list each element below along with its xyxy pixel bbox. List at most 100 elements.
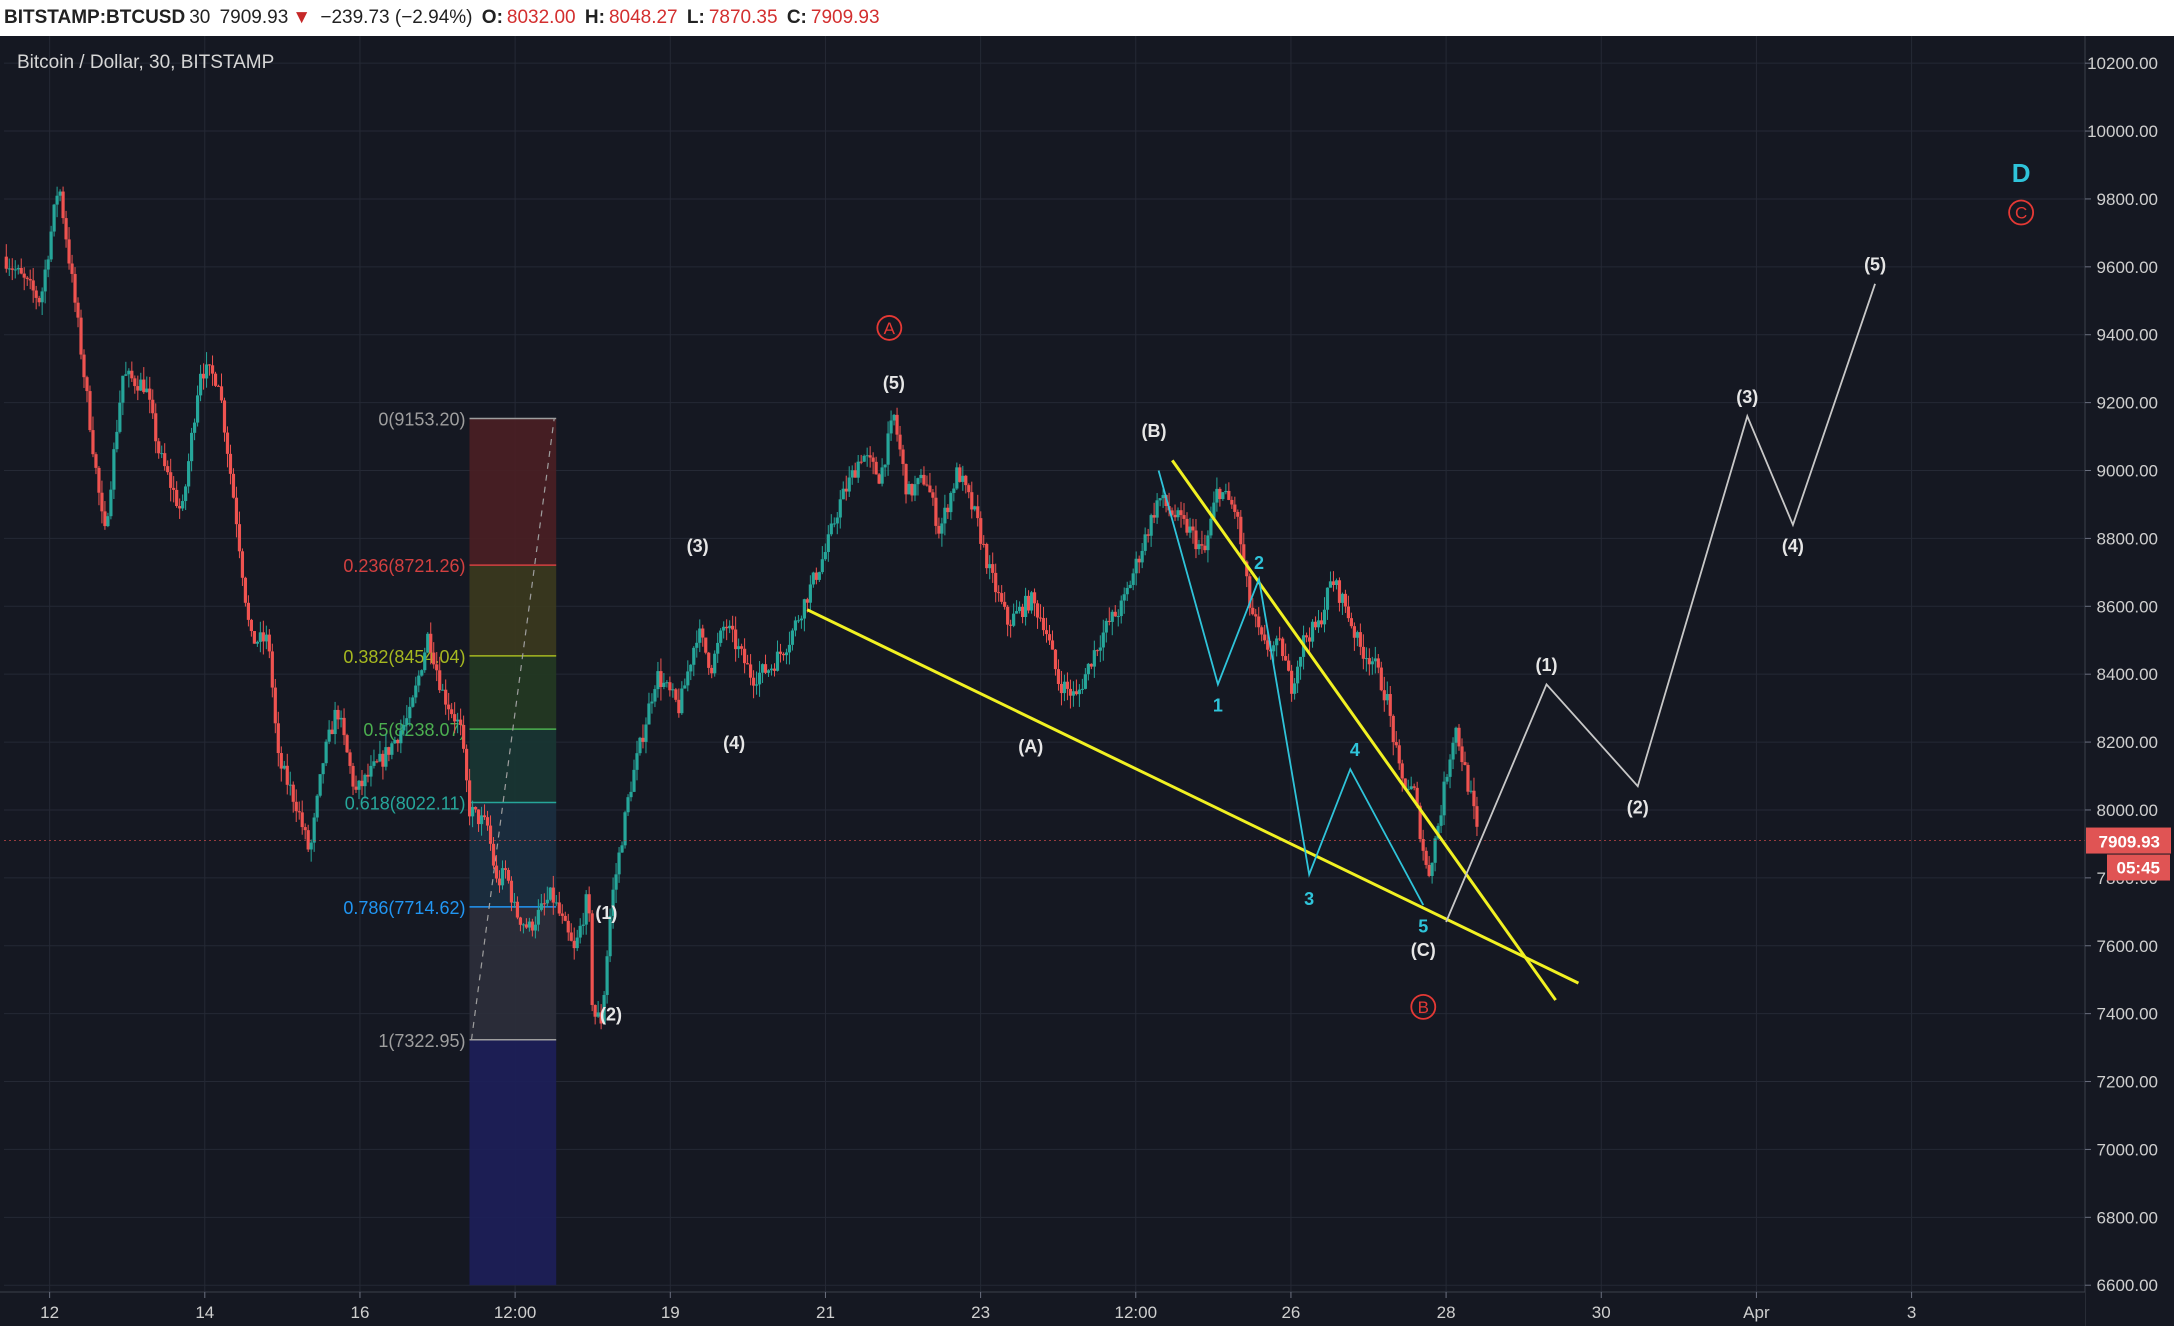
candle-body (396, 739, 400, 744)
candle-body (581, 924, 585, 926)
candle-body (67, 239, 71, 264)
circled-label-ring (2008, 199, 2035, 226)
candle-body (1457, 727, 1461, 747)
candle-body (674, 689, 678, 700)
candle-body (623, 812, 627, 846)
candle-body (1242, 544, 1246, 562)
low-label: L: (686, 7, 705, 28)
drawings[interactable] (806, 283, 1876, 1001)
candle-body (1373, 658, 1377, 662)
candle-body (662, 682, 666, 688)
candle-body (16, 267, 20, 270)
candle-body (862, 455, 866, 462)
trend-line[interactable] (806, 608, 1580, 985)
candle-body (1334, 580, 1339, 586)
candle-body (946, 507, 950, 513)
y-tick-label: 6800.00 (2097, 1208, 2158, 1227)
candle-body (889, 420, 893, 434)
candle-body (698, 628, 702, 643)
cyan-wave-line[interactable] (1157, 470, 1425, 906)
candle-body (112, 449, 116, 490)
candle-body (931, 492, 935, 498)
candle-body (1337, 580, 1342, 603)
candle-body (1176, 510, 1180, 518)
trend-line[interactable] (1171, 459, 1557, 1001)
candle-body (844, 488, 848, 492)
candle-body (228, 453, 233, 474)
candle-body (958, 467, 962, 482)
candle-body (1012, 613, 1016, 626)
candle-body (743, 648, 747, 664)
candle-body (462, 724, 466, 749)
candle-body (261, 632, 265, 642)
candle-body (1284, 656, 1288, 661)
candle-body (1218, 488, 1222, 500)
candle-body (339, 717, 343, 720)
projection-line[interactable] (1445, 283, 1876, 923)
candle-body (1068, 688, 1073, 696)
candle-body (468, 780, 472, 817)
projection-wave-label: (4) (1782, 536, 1804, 556)
candle-body (1095, 650, 1099, 652)
candle-body (1155, 500, 1159, 518)
last-price-tag-label: 7909.93 (2099, 833, 2160, 852)
candle-body (1029, 592, 1034, 611)
symbol-name[interactable]: BITSTAMP:BTCUSD (4, 7, 186, 28)
y-tick-label: 9200.00 (2097, 394, 2158, 413)
candle-body (922, 474, 926, 485)
candle-body (1415, 787, 1419, 806)
candle-body (303, 827, 307, 831)
candle-body (172, 487, 176, 490)
candle-body (357, 780, 361, 790)
candle-body (46, 259, 50, 270)
candle-body (485, 817, 490, 826)
wave-label: (5) (883, 373, 905, 393)
candle-body (979, 518, 983, 544)
candle-body (190, 432, 194, 462)
last-price-tag[interactable] (2086, 827, 2171, 854)
candle-body (1161, 495, 1165, 499)
candle-body (1352, 626, 1356, 638)
candle-body (1463, 762, 1467, 765)
candle-body (88, 391, 92, 431)
cyan-wave-label: 1 (1213, 696, 1223, 716)
candle-body (336, 709, 340, 720)
candle-body (1400, 763, 1404, 779)
fibonacci-retracement[interactable]: 0(9153.20) 0.236(8721.26) 0.382(8454.04) 0.… (343, 410, 557, 1286)
candle-body (671, 689, 675, 691)
y-tick-label: 7200.00 (2097, 1073, 2158, 1092)
x-tick-label: 23 (971, 1303, 990, 1322)
candle-body (955, 467, 959, 489)
candle-body (1212, 502, 1216, 519)
high-value: 8048.27 (608, 7, 678, 28)
wave-label: (3) (687, 536, 709, 556)
circled-label: B (1418, 998, 1429, 1017)
candle-body (823, 552, 827, 560)
candle-body (970, 492, 974, 510)
fib-band (469, 655, 557, 730)
x-tick-label: 19 (661, 1303, 680, 1322)
candle-body (796, 620, 801, 622)
x-tick-label: Apr (1743, 1303, 1770, 1322)
cyan-wave-label: 2 (1254, 553, 1264, 573)
interval-label[interactable]: 30 (189, 7, 211, 28)
x-tick-label: 12:00 (494, 1303, 537, 1322)
candle-body (360, 780, 364, 787)
candle-body (169, 472, 173, 488)
candle-body (686, 671, 690, 686)
candle-body (387, 747, 391, 755)
candle-body (943, 507, 947, 524)
price-chart[interactable]: 0(9153.20) 0.236(8721.26) 0.382(8454.04) 0.… (0, 36, 2174, 1326)
candle-body (444, 689, 448, 705)
candle-body (1203, 545, 1207, 551)
candle-body (886, 433, 890, 465)
candle-body (1185, 518, 1189, 533)
candle-body (641, 737, 645, 742)
candle-body (1328, 581, 1333, 588)
price-axis[interactable]: 10200.00 10000.00 9800.00 9600.00 9400.00 920… (2084, 36, 2174, 1326)
candle-body (1023, 595, 1028, 618)
candle-body (279, 753, 283, 769)
time-axis[interactable]: 12 14 16 12:00 19 21 23 12:00 26 28 30 Apr 3 (0, 1291, 2085, 1326)
candle-body (620, 845, 624, 853)
candle-body (1307, 637, 1312, 642)
